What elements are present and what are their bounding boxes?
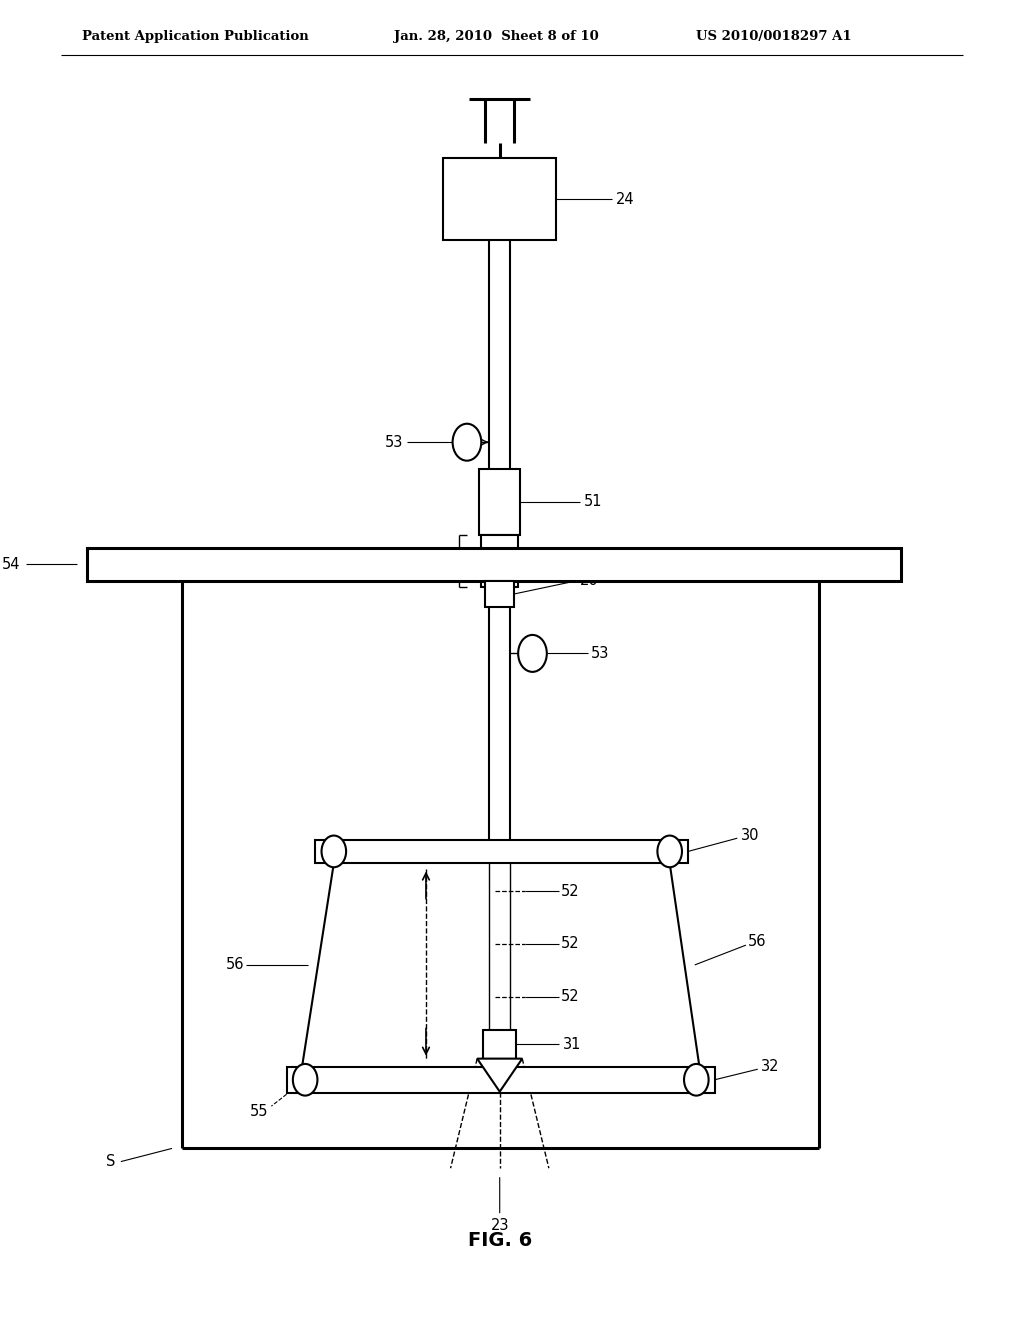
Text: 52: 52: [561, 989, 580, 1005]
Bar: [87, 548, 901, 581]
Text: Jan. 28, 2010  Sheet 8 of 10: Jan. 28, 2010 Sheet 8 of 10: [394, 30, 599, 44]
Text: 52: 52: [561, 936, 580, 952]
Text: 31: 31: [563, 1036, 582, 1052]
Bar: [485, 581, 514, 607]
Text: 53: 53: [591, 645, 609, 661]
Text: 53: 53: [385, 434, 403, 450]
Polygon shape: [477, 1059, 522, 1092]
Text: 51: 51: [584, 494, 602, 510]
Bar: [443, 158, 556, 240]
Bar: [326, 1068, 418, 1092]
Circle shape: [453, 424, 481, 461]
Text: 59: 59: [425, 553, 443, 569]
Circle shape: [518, 635, 547, 672]
Bar: [315, 840, 688, 863]
Text: 30: 30: [741, 828, 760, 843]
Circle shape: [657, 836, 682, 867]
Text: 52: 52: [561, 883, 580, 899]
Bar: [287, 1067, 715, 1093]
Text: 56: 56: [749, 933, 767, 949]
Text: US 2010/0018297 A1: US 2010/0018297 A1: [696, 30, 852, 44]
Text: 56: 56: [225, 957, 244, 973]
Text: 24: 24: [615, 191, 634, 207]
Text: 32: 32: [761, 1059, 779, 1074]
Circle shape: [684, 1064, 709, 1096]
Text: Patent Application Publication: Patent Application Publication: [82, 30, 308, 44]
Circle shape: [293, 1064, 317, 1096]
Circle shape: [322, 836, 346, 867]
Bar: [483, 1030, 516, 1059]
Bar: [584, 1068, 676, 1092]
Text: 20: 20: [580, 573, 598, 589]
Text: 23: 23: [490, 1177, 509, 1233]
Text: S: S: [106, 1154, 116, 1170]
Bar: [479, 469, 520, 535]
Text: FIG. 6: FIG. 6: [468, 1232, 531, 1250]
Bar: [481, 535, 518, 587]
Text: 54: 54: [2, 557, 20, 572]
Text: 55: 55: [250, 1104, 268, 1119]
